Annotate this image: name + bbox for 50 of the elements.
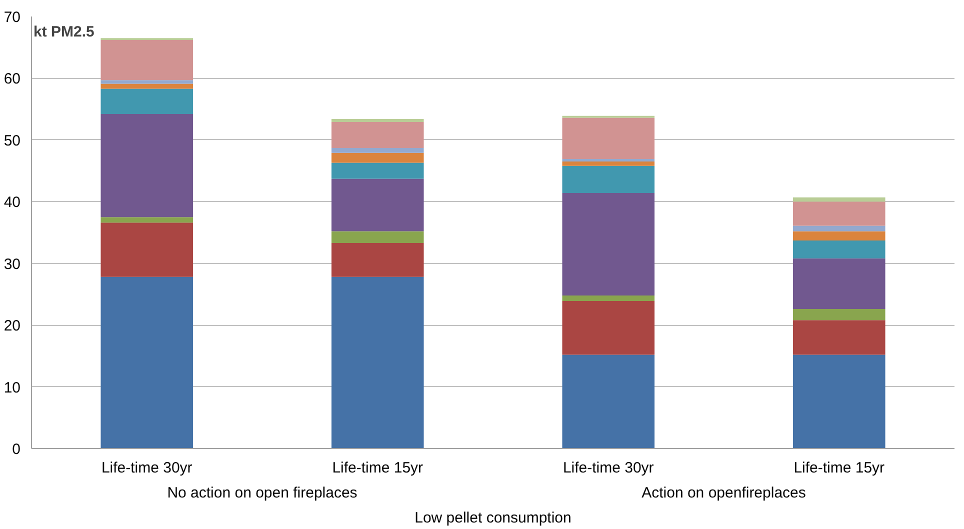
bar (331, 118, 424, 122)
bar (331, 122, 424, 148)
bar (331, 276, 424, 448)
x-tick-label: Life-time 15yr (794, 460, 885, 476)
bar (562, 159, 655, 162)
x-tick-label: Life-time 30yr (101, 460, 192, 476)
y-tick-label: 30 (4, 256, 21, 273)
text: Action on openfireplaces (642, 484, 806, 502)
bar (792, 202, 886, 226)
bar (100, 114, 194, 218)
y-tick-label: 70 (4, 9, 21, 26)
bar (562, 301, 655, 355)
y-tick-label: 50 (4, 132, 21, 150)
bar (792, 240, 886, 258)
x-tick-label: Life-time 30yr (562, 460, 654, 476)
y-tick-label: 40 (4, 194, 21, 212)
bar (562, 295, 655, 302)
bar (792, 231, 886, 241)
text: Low pellet consumption (414, 510, 572, 526)
bar (100, 80, 194, 84)
bar (331, 148, 424, 153)
bar (562, 118, 655, 160)
text: No action on open fireplaces (167, 484, 358, 502)
x-tick-label: Life-time 15yr (332, 460, 424, 476)
bar (331, 178, 424, 232)
bar (331, 162, 424, 179)
bar (792, 226, 886, 232)
bar (100, 276, 194, 448)
y-tick-label: 0 (12, 441, 20, 458)
bar (331, 231, 424, 243)
bar (100, 222, 194, 277)
bar (792, 309, 886, 320)
bar (792, 258, 886, 310)
y-tick-label: 20 (4, 318, 21, 335)
bar (562, 354, 655, 448)
bar (100, 88, 194, 114)
bar (562, 193, 655, 296)
bar (792, 197, 886, 202)
bar (562, 162, 655, 166)
bar (100, 40, 194, 80)
bar (792, 320, 886, 355)
y-axis-title: kt PM2.5 (34, 24, 94, 40)
bar (100, 217, 194, 223)
y-tick-label: 60 (4, 70, 21, 88)
bar (100, 84, 194, 89)
bar (562, 166, 655, 194)
bar (331, 152, 424, 163)
y-tick-label: 10 (4, 379, 21, 396)
bar (331, 242, 424, 277)
bar (792, 354, 886, 448)
